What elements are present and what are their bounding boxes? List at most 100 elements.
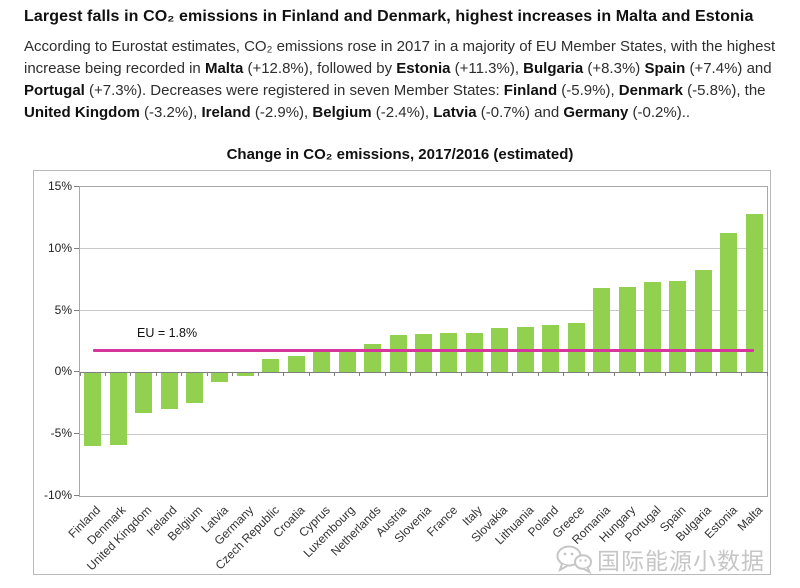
- axis-tick: [486, 372, 488, 377]
- bar: [389, 335, 407, 373]
- axis-tick: [104, 372, 106, 377]
- axis-tick: [384, 372, 386, 377]
- axis-tick: [435, 372, 437, 377]
- article-title: Largest falls in CO₂ emissions in Finlan…: [24, 8, 754, 25]
- paragraph-text: (-5.9%),: [557, 82, 619, 99]
- paragraph-text: (-5.8%), the: [683, 82, 766, 99]
- axis-tick: [155, 372, 157, 377]
- zero-axis: [80, 371, 767, 373]
- axis-tick: [461, 372, 463, 377]
- bar: [160, 373, 178, 410]
- axis-tick: [74, 186, 79, 187]
- bar: [313, 350, 331, 373]
- axis-tick: [690, 372, 692, 377]
- country-highlight: United Kingdom: [24, 104, 140, 121]
- eu-reference-label: EU = 1.8%: [137, 326, 198, 341]
- wechat-icon: [556, 545, 592, 574]
- axis-tick: [232, 372, 234, 377]
- axis-tick: [308, 372, 310, 377]
- country-highlight: Denmark: [618, 82, 683, 99]
- axis-tick: [74, 495, 79, 496]
- axis-tick: [588, 372, 590, 377]
- country-highlight: Bulgaria: [523, 60, 584, 77]
- plot-area: EU = 1.8%: [79, 186, 768, 497]
- paragraph-text: According to Eurostat estimates, CO₂ emi…: [24, 38, 776, 77]
- article-paragraph: According to Eurostat estimates, CO₂ emi…: [24, 36, 786, 124]
- axis-tick: [74, 247, 79, 249]
- country-highlight: Spain: [644, 60, 686, 77]
- country-highlight: Germany: [563, 104, 629, 121]
- bar: [135, 373, 153, 413]
- axis-tick: [741, 372, 743, 377]
- axis-tick: [715, 372, 717, 377]
- y-axis-label: 0%: [54, 364, 72, 379]
- axis-tick: [206, 372, 208, 377]
- country-highlight: Estonia: [396, 60, 451, 77]
- country-highlight: Ireland: [201, 104, 251, 121]
- bar: [211, 373, 229, 383]
- y-axis-label: -10%: [43, 488, 72, 502]
- bar: [415, 334, 432, 373]
- bar: [745, 214, 763, 373]
- axis-tick: [74, 371, 79, 373]
- axis-tick: [512, 372, 514, 377]
- bar: [84, 373, 102, 447]
- y-axis-label: -5%: [50, 426, 72, 441]
- axis-tick: [74, 309, 79, 311]
- axis-tick: [257, 372, 259, 377]
- paragraph-text: (+12.8%), followed by: [243, 60, 397, 77]
- eu-reference-line: [92, 348, 755, 352]
- bar: [618, 287, 636, 373]
- axis-tick: [181, 372, 183, 377]
- bar: [465, 332, 483, 373]
- watermark-text: 国际能源小数据: [597, 548, 765, 574]
- country-highlight: Portugal: [24, 82, 85, 99]
- watermark: 国际能源小数据: [556, 543, 765, 575]
- bar: [669, 280, 687, 373]
- country-highlight: Belgium: [312, 104, 372, 121]
- country-highlight: Finland: [503, 82, 558, 99]
- axis-tick: [283, 372, 285, 377]
- paragraph-text: (+11.3%),: [450, 60, 524, 77]
- bar: [186, 373, 203, 404]
- axis-tick: [410, 372, 412, 377]
- bar: [338, 350, 356, 373]
- paragraph-text: (+8.3%): [583, 60, 645, 77]
- paragraph-text: (+7.3%). Decreases were registered in se…: [84, 82, 504, 99]
- paragraph-text: (-0.7%) and: [476, 104, 564, 121]
- axis-tick: [74, 433, 79, 435]
- y-axis-label: 5%: [54, 302, 72, 317]
- bar: [262, 358, 280, 373]
- chart-container: EU = 1.8% 国际能源小数据 15% 10% 5% 0% -5% -10% Finla…: [33, 170, 771, 575]
- bar: [694, 269, 712, 373]
- gridline: [80, 248, 767, 250]
- chart-title: Change in CO₂ emissions, 2017/2016 (esti…: [226, 146, 574, 163]
- axis-tick: [639, 372, 641, 377]
- axis-tick: [613, 372, 615, 377]
- bar: [236, 373, 254, 376]
- axis-tick: [79, 372, 81, 377]
- bar: [720, 232, 738, 373]
- bar: [109, 373, 127, 446]
- bar: [440, 332, 458, 373]
- y-axis-label: 15%: [47, 179, 72, 193]
- paragraph-text: (-3.2%),: [139, 104, 202, 121]
- paragraph-text: (-2.9%),: [250, 104, 313, 121]
- axis-tick: [562, 372, 564, 377]
- y-axis-label: 10%: [47, 240, 72, 255]
- country-highlight: Latvia: [433, 104, 477, 121]
- paragraph-text: (-0.2%)..: [628, 104, 691, 121]
- axis-tick: [664, 372, 666, 377]
- paragraph-text: (-2.4%),: [371, 104, 434, 121]
- bar: [593, 288, 611, 373]
- gridline: [80, 310, 767, 312]
- bar: [644, 282, 661, 373]
- bar: [287, 356, 305, 373]
- axis-tick: [766, 372, 768, 377]
- axis-tick: [333, 372, 335, 377]
- axis-tick: [130, 372, 132, 377]
- axis-tick: [537, 372, 539, 377]
- bar: [567, 322, 585, 373]
- axis-tick: [359, 372, 361, 377]
